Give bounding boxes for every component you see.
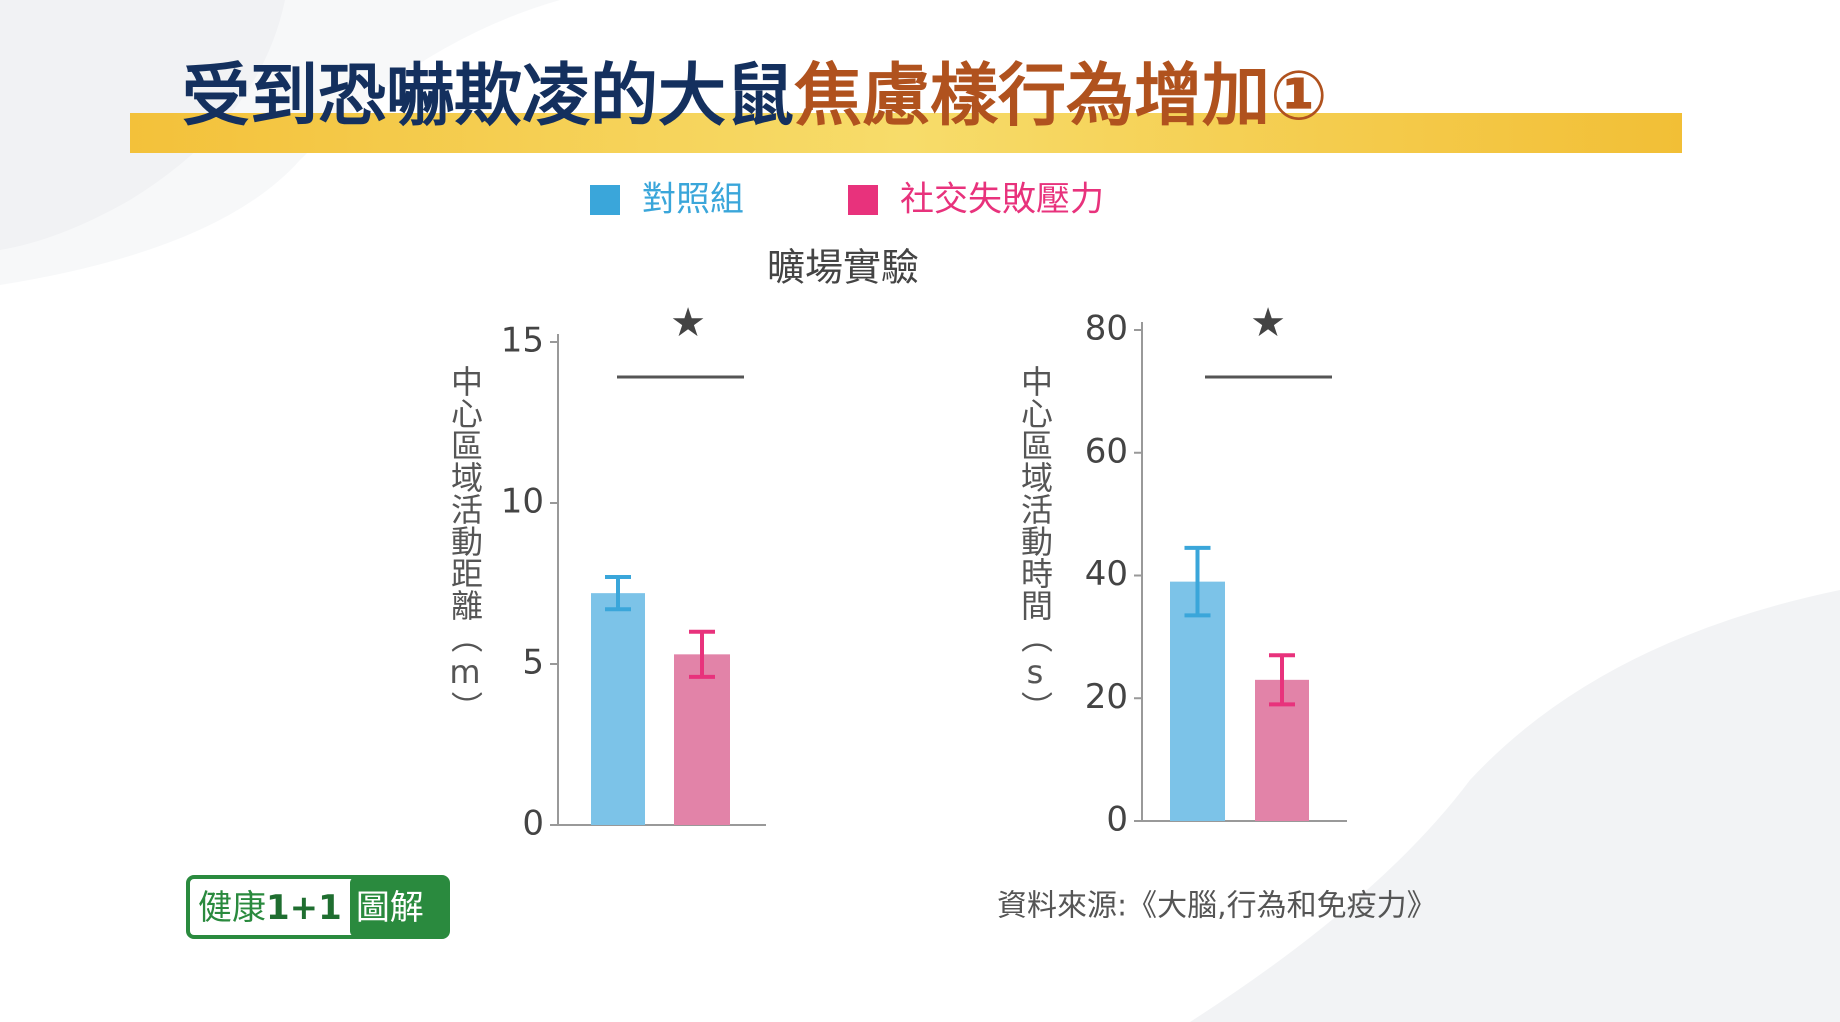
source: 資料來源:《大腦,行為和免疫力》 <box>997 889 1437 924</box>
legend-swatch <box>590 185 620 215</box>
error-bar <box>1269 653 1295 707</box>
logo-part: 健康 <box>198 888 266 928</box>
bg-shape <box>1190 590 1840 1022</box>
y-tick-label: 0 <box>1106 800 1128 840</box>
logo-part: 圖解 <box>356 888 424 928</box>
y-axis-label: 中心區域活動距離（m） <box>446 365 484 723</box>
error-bar <box>689 629 715 679</box>
bar <box>591 593 645 825</box>
title-part: 焦慮樣行為增加① <box>794 57 1328 136</box>
logo-fill <box>350 877 448 937</box>
bar <box>674 654 730 825</box>
logo-text: 健康1+1 圖解 <box>198 888 424 928</box>
legend-label: 社交失敗壓力 <box>900 180 1104 220</box>
legend-label: 對照組 <box>642 180 744 220</box>
title-band <box>130 113 1682 153</box>
subtitle: 曠場實驗 <box>767 246 919 290</box>
y-tick-label: 80 <box>1085 309 1128 349</box>
legend-swatch <box>848 185 878 215</box>
y-tick-label: 60 <box>1085 431 1128 471</box>
logo-part: 1+1 <box>266 888 342 928</box>
logo: 健康1+1 圖解 <box>186 875 450 939</box>
y-tick-label: 15 <box>501 321 544 361</box>
significance-mark: ★ <box>1250 300 1286 346</box>
y-tick-label: 20 <box>1085 677 1128 717</box>
y-tick-label: 0 <box>522 804 544 844</box>
legend: 對照組 社交失敗壓力 <box>590 180 1104 220</box>
y-tick-label: 40 <box>1085 554 1128 594</box>
significance-mark: ★ <box>670 300 706 346</box>
bar <box>1170 581 1225 821</box>
title: 受到恐嚇欺凌的大鼠焦慮樣行為增加① <box>182 57 1328 136</box>
error-bar <box>605 575 631 612</box>
y-tick-label: 10 <box>501 482 544 522</box>
title-part: 受到恐嚇欺凌的大鼠 <box>182 57 794 136</box>
y-axis-label: 中心區域活動時間（s） <box>1016 365 1054 723</box>
y-tick-label: 5 <box>522 643 544 683</box>
error-bar <box>1184 545 1211 618</box>
